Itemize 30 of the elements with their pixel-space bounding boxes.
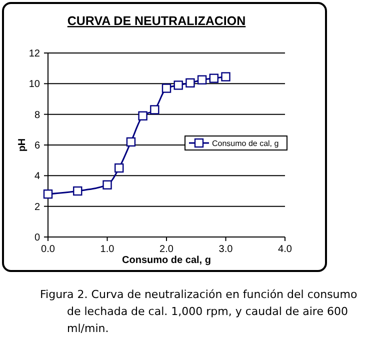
point: [150, 105, 160, 114]
y-tick-label: 4: [34, 171, 40, 182]
x-tick-label: 3.0: [218, 244, 234, 255]
point: [221, 72, 230, 82]
y-tick-label: 0: [34, 232, 40, 244]
point: [186, 78, 195, 88]
y-tick-label: 8: [34, 110, 40, 121]
point: [162, 84, 172, 93]
point: [126, 137, 136, 147]
y-axis-title: pH: [17, 138, 28, 152]
point: [102, 180, 112, 190]
point: [43, 189, 53, 199]
x-tick-label: 1.0: [100, 244, 115, 255]
x-tick-label: 0.0: [41, 244, 56, 255]
y-tick-label: 12: [28, 48, 40, 60]
y-tick-label: 6: [34, 140, 40, 152]
x-axis-title: Consumo de cal, g: [122, 255, 211, 266]
x-tick-label: 4.0: [278, 244, 292, 255]
text: Figura 2. Curva de neutralización en función del consumo de lechada de cal. 1,000 rpm, y caudal de aire 600 ml/min.: [40, 288, 358, 335]
x-tick-label: 2.0: [160, 244, 174, 255]
chart-title: CURVA DE NEUTRALIZACION: [67, 14, 246, 28]
point: [138, 111, 148, 120]
point: [73, 186, 82, 196]
point: [174, 80, 183, 90]
legend-label: Consumo de cal, g: [212, 139, 279, 148]
y-tick-label: 2: [34, 202, 40, 213]
point: [197, 75, 207, 84]
y-tick-label: 10: [28, 79, 40, 90]
point: [114, 163, 124, 173]
point: [209, 74, 218, 83]
